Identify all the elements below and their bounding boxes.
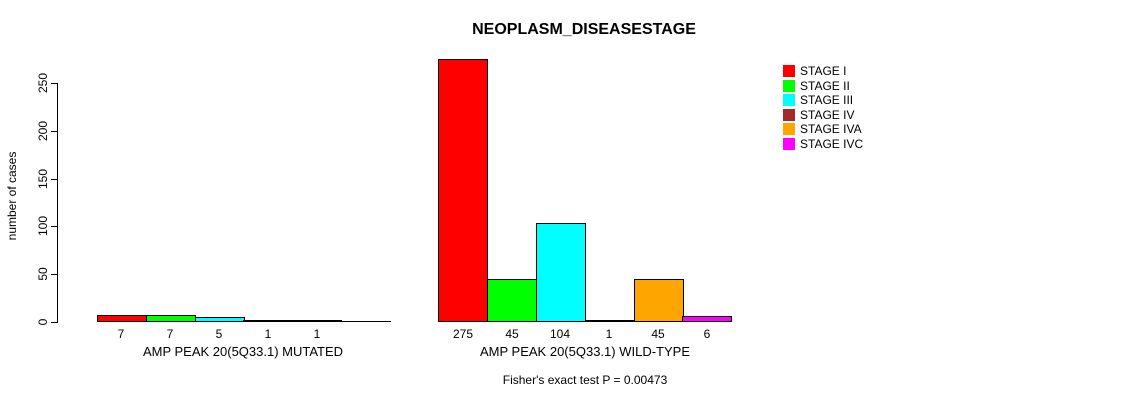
bar-wild-type-stage-iva bbox=[634, 279, 684, 322]
fisher-test-annotation: Fisher's exact test P = 0.00473 bbox=[502, 373, 668, 387]
bar-wild-type-stage-iii bbox=[536, 223, 586, 322]
y-axis-tick bbox=[51, 131, 58, 132]
bar-value-label: 45 bbox=[505, 327, 519, 341]
legend-label: STAGE IV bbox=[800, 107, 855, 122]
legend-swatch-stage-iva bbox=[783, 123, 795, 136]
legend-swatch-stage-i bbox=[783, 65, 795, 78]
legend-label: STAGE I bbox=[800, 64, 847, 79]
y-axis-tick bbox=[51, 322, 58, 323]
bar-value-label: 104 bbox=[549, 327, 571, 341]
legend-swatch-stage-ivc bbox=[783, 137, 795, 150]
y-axis-line bbox=[57, 83, 58, 323]
legend-swatch-stage-iv bbox=[783, 108, 795, 121]
category-label-mutated: AMP PEAK 20(5Q33.1) MUTATED bbox=[142, 344, 344, 359]
bar-value-label: 6 bbox=[703, 327, 711, 341]
bar-mutated-stage-i bbox=[97, 315, 147, 322]
category-label-wild-type: AMP PEAK 20(5Q33.1) WILD-TYPE bbox=[480, 344, 690, 359]
legend-label: STAGE II bbox=[800, 78, 850, 93]
legend-item-stage-i: STAGE I bbox=[783, 64, 863, 79]
bar-value-label: 1 bbox=[605, 327, 613, 341]
y-axis-tick-label: 0 bbox=[36, 318, 50, 326]
bar-mutated-stage-iv bbox=[243, 320, 293, 322]
bar-mutated-stage-iva bbox=[292, 320, 342, 322]
legend-item-stage-iva: STAGE IVA bbox=[783, 122, 863, 137]
legend-swatch-stage-iii bbox=[783, 94, 795, 107]
y-axis-tick-label: 50 bbox=[36, 267, 50, 281]
bar-wild-type-stage-i bbox=[438, 59, 488, 322]
y-axis-tick bbox=[51, 179, 58, 180]
bar-wild-type-stage-iv bbox=[585, 320, 635, 322]
legend-item-stage-iii: STAGE III bbox=[783, 93, 863, 108]
bar-wild-type-stage-ivc bbox=[682, 316, 732, 322]
bar-value-label: 7 bbox=[117, 327, 125, 341]
bar-mutated-stage-ii bbox=[146, 315, 196, 322]
chart-title: NEOPLASM_DISEASESTAGE bbox=[472, 21, 696, 38]
bar-value-label: 5 bbox=[215, 327, 223, 341]
legend-label: STAGE III bbox=[800, 93, 854, 108]
bar-value-label: 45 bbox=[651, 327, 665, 341]
y-axis-tick-label: 150 bbox=[36, 168, 50, 190]
legend-item-stage-ivc: STAGE IVC bbox=[783, 137, 863, 152]
y-axis-tick bbox=[51, 274, 58, 275]
legend: STAGE I STAGE II STAGE III STAGE IV STAGE IV… bbox=[783, 64, 863, 151]
y-axis-tick-label: 200 bbox=[36, 120, 50, 142]
bar-mutated-stage-ivc bbox=[341, 321, 391, 322]
y-axis-tick-label: 250 bbox=[36, 72, 50, 94]
legend-swatch-stage-ii bbox=[783, 79, 795, 92]
bar-value-label: 1 bbox=[313, 327, 321, 341]
bar-wild-type-stage-ii bbox=[487, 279, 537, 322]
y-axis-tick bbox=[51, 226, 58, 227]
bar-value-label: 1 bbox=[264, 327, 272, 341]
legend-label: STAGE IVC bbox=[800, 136, 864, 151]
legend-item-stage-ii: STAGE II bbox=[783, 79, 863, 94]
bar-mutated-stage-iii bbox=[195, 317, 245, 322]
bar-value-label: 275 bbox=[452, 327, 474, 341]
bar-value-label: 7 bbox=[166, 327, 174, 341]
y-axis-label: number of cases bbox=[5, 151, 19, 241]
y-axis-tick-label: 100 bbox=[36, 215, 50, 237]
legend-label: STAGE IVA bbox=[800, 122, 862, 137]
legend-item-stage-iv: STAGE IV bbox=[783, 108, 863, 123]
y-axis-tick bbox=[51, 83, 58, 84]
